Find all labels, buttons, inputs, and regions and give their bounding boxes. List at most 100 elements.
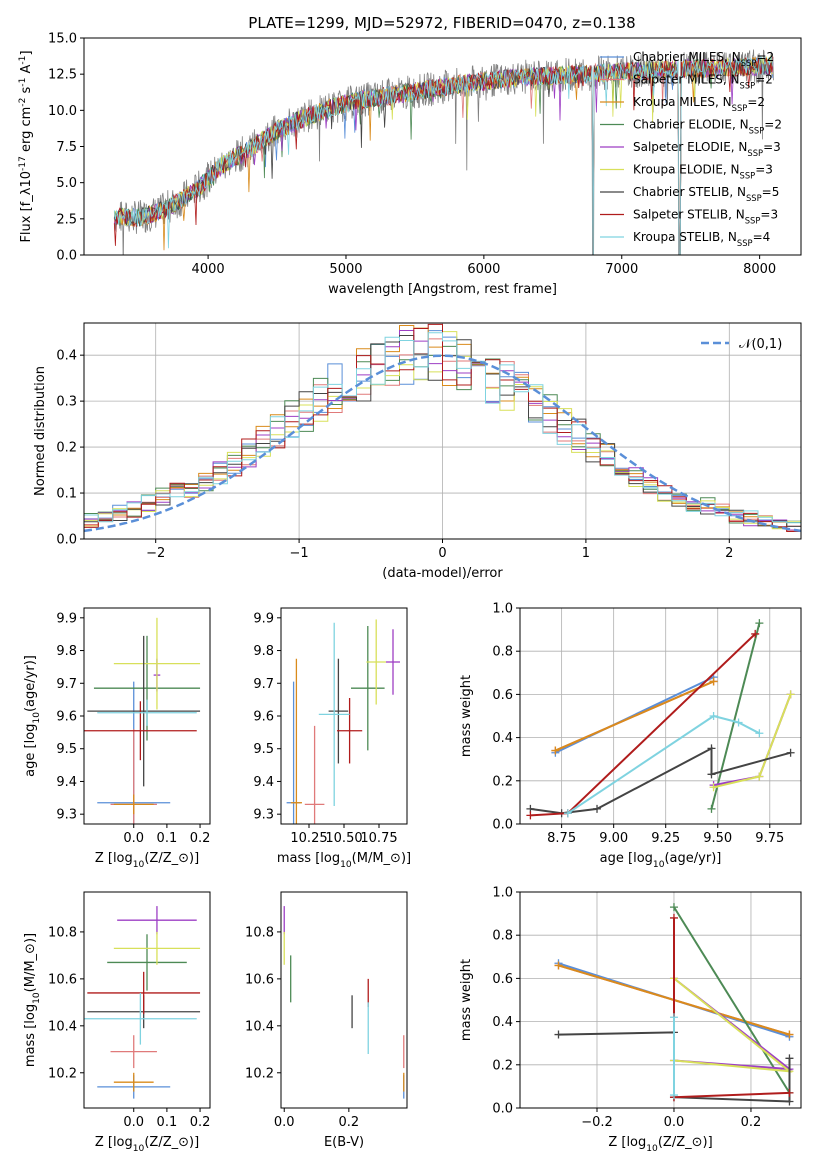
errorbar-salpeter-elodie bbox=[117, 906, 197, 935]
plot-area-age_vs_Z bbox=[84, 617, 201, 824]
axes-age_vs_Z: 0.0 0.1 0.29.39.49.59.69.79.89.9Z [log10(Z… bbox=[23, 607, 211, 870]
point-marker bbox=[593, 804, 602, 813]
y-tick-label: 10.2 bbox=[245, 1066, 274, 1081]
y-tick-label: 9.3 bbox=[253, 808, 274, 823]
point-marker bbox=[755, 729, 764, 738]
point-marker bbox=[751, 629, 760, 638]
y-tick-label: 0.0 bbox=[56, 533, 77, 548]
point-marker bbox=[786, 690, 795, 699]
errorbar-kroupa-stelib bbox=[318, 622, 350, 806]
y-tick-label: 10.2 bbox=[48, 1066, 77, 1081]
point-marker bbox=[669, 1013, 678, 1022]
axes-frame bbox=[519, 607, 802, 825]
text-span: Z [log bbox=[95, 851, 133, 866]
y-axis-label: age [log10(age/yr)] bbox=[23, 655, 42, 777]
series-salpeter-elodie bbox=[709, 690, 795, 790]
x-tick-label: 0.2 bbox=[190, 831, 211, 846]
y-axis-label: mass weight bbox=[459, 959, 474, 1041]
x-axis-label: E(B-V) bbox=[324, 1135, 364, 1150]
y-tick-label: 7.5 bbox=[56, 140, 77, 155]
y-tick-label: 2.5 bbox=[56, 212, 77, 227]
x-tick-label: 0.1 bbox=[157, 1115, 178, 1130]
y-tick-label: 9.4 bbox=[253, 775, 274, 790]
y-tick-label: 0.6 bbox=[492, 688, 513, 703]
y-tick-label: 9.8 bbox=[253, 644, 274, 659]
errorbar-kroupa-elodie bbox=[113, 931, 201, 965]
histogram-kroupa-stelib bbox=[84, 332, 801, 533]
point-marker bbox=[707, 770, 716, 779]
text-span: (age/yr)] bbox=[664, 851, 721, 866]
axes-mass_vs_Z: 0.0 0.1 0.210.210.410.610.8Z [log10(Z/Z_⊙)… bbox=[23, 891, 211, 1154]
point-marker bbox=[785, 1097, 794, 1106]
y-axis-label: mass [log10(M/M_⊙)] bbox=[23, 933, 42, 1067]
text-span: Z [log bbox=[608, 1135, 646, 1150]
axes-mass_vs_ebv: 0.0 0.2 10.2 10.4 10.6 10.8 E(B-V) bbox=[245, 891, 408, 1150]
series-line bbox=[673, 977, 793, 1073]
y-tick-label: 0.2 bbox=[492, 774, 513, 789]
series-kroupa-miles bbox=[551, 677, 718, 755]
plot-area-mass_vs_Z bbox=[84, 906, 201, 1099]
y-tick-label: 0.4 bbox=[492, 1015, 513, 1030]
errorbar-kroupa-miles bbox=[113, 1072, 154, 1092]
errorbar-salpeter-elodie bbox=[386, 629, 400, 695]
y-tick-label: 9.5 bbox=[253, 742, 274, 757]
text-span: (Z/Z_⊙)] bbox=[658, 1135, 713, 1150]
series-line bbox=[673, 906, 791, 1094]
y-tick-label: 9.6 bbox=[253, 710, 274, 725]
errorbar-salpeter-stelib bbox=[87, 971, 201, 1015]
errorbar-kroupa-stelib bbox=[97, 699, 197, 726]
y-tick-label: 5.0 bbox=[56, 176, 77, 191]
x-tick-label: 9.25 bbox=[651, 831, 680, 846]
y-tick-label: 9.9 bbox=[253, 611, 274, 626]
text-span: =2 bbox=[756, 50, 774, 64]
text-span: Flux [f_λ10 bbox=[19, 171, 34, 243]
legend-label: 𝒩(0,1) bbox=[739, 337, 782, 352]
y-axis-label: mass weight bbox=[459, 675, 474, 757]
y-tick-label: 9.7 bbox=[56, 677, 77, 692]
y-tick-label: 9.7 bbox=[253, 677, 274, 692]
text-span: =3 bbox=[755, 163, 773, 177]
x-tick-label: 9.50 bbox=[703, 831, 732, 846]
text-span: age [log bbox=[600, 851, 653, 866]
y-tick-label: 15.0 bbox=[48, 32, 77, 47]
x-axis-label: (data-model)/error bbox=[382, 566, 503, 581]
errorbar-kroupa-elodie bbox=[113, 617, 201, 710]
text-span: SSP bbox=[732, 103, 748, 113]
text-span: (M/M_⊙)] bbox=[23, 933, 38, 992]
text-span: =5 bbox=[762, 185, 780, 199]
axes-spectrum: 4000 5000 6000 7000 8000 0.0 2.5 5.0 7.5 10.0 12.5… bbox=[18, 32, 802, 297]
y-tick-label: 0.4 bbox=[492, 731, 513, 746]
x-tick-label: 0 bbox=[438, 546, 446, 561]
x-axis-label: Z [log10(Z/Z_⊙)] bbox=[95, 851, 199, 870]
point-marker bbox=[709, 783, 718, 792]
legend-label: Salpeter MILES, NSSP=2 bbox=[633, 73, 773, 91]
y-tick-label: 9.8 bbox=[56, 644, 77, 659]
text-span: 10 bbox=[133, 860, 145, 870]
point-marker bbox=[669, 913, 678, 922]
gaussian-curve bbox=[84, 354, 801, 533]
x-tick-label: 0.2 bbox=[339, 1115, 360, 1130]
x-tick-label: 1 bbox=[582, 546, 590, 561]
text-span: SSP bbox=[747, 148, 763, 158]
point-marker bbox=[785, 1030, 794, 1039]
x-tick-label: 0.0 bbox=[274, 1115, 295, 1130]
point-marker bbox=[709, 677, 718, 686]
x-axis-label: Z [log10(Z/Z_⊙)] bbox=[95, 1135, 199, 1154]
text-span: mass [log bbox=[277, 851, 340, 866]
text-span: (M/M_⊙)] bbox=[352, 851, 411, 866]
y-tick-label: 12.5 bbox=[48, 68, 77, 83]
x-tick-label: 0.1 bbox=[157, 831, 178, 846]
y-tick-label: 0.0 bbox=[56, 249, 77, 264]
x-tick-label: −1 bbox=[290, 546, 309, 561]
errorbar-kroupa-miles bbox=[290, 658, 302, 824]
text-span: =2 bbox=[747, 95, 765, 109]
plot-area-age_vs_mass bbox=[286, 619, 400, 824]
text-span: =3 bbox=[760, 208, 778, 222]
text-span: SSP bbox=[740, 171, 756, 181]
point-marker bbox=[755, 619, 764, 628]
y-tick-label: 10.6 bbox=[48, 972, 77, 987]
y-tick-label: 0.3 bbox=[56, 395, 77, 410]
legend-label: Chabrier ELODIE, NSSP=2 bbox=[633, 118, 782, 136]
